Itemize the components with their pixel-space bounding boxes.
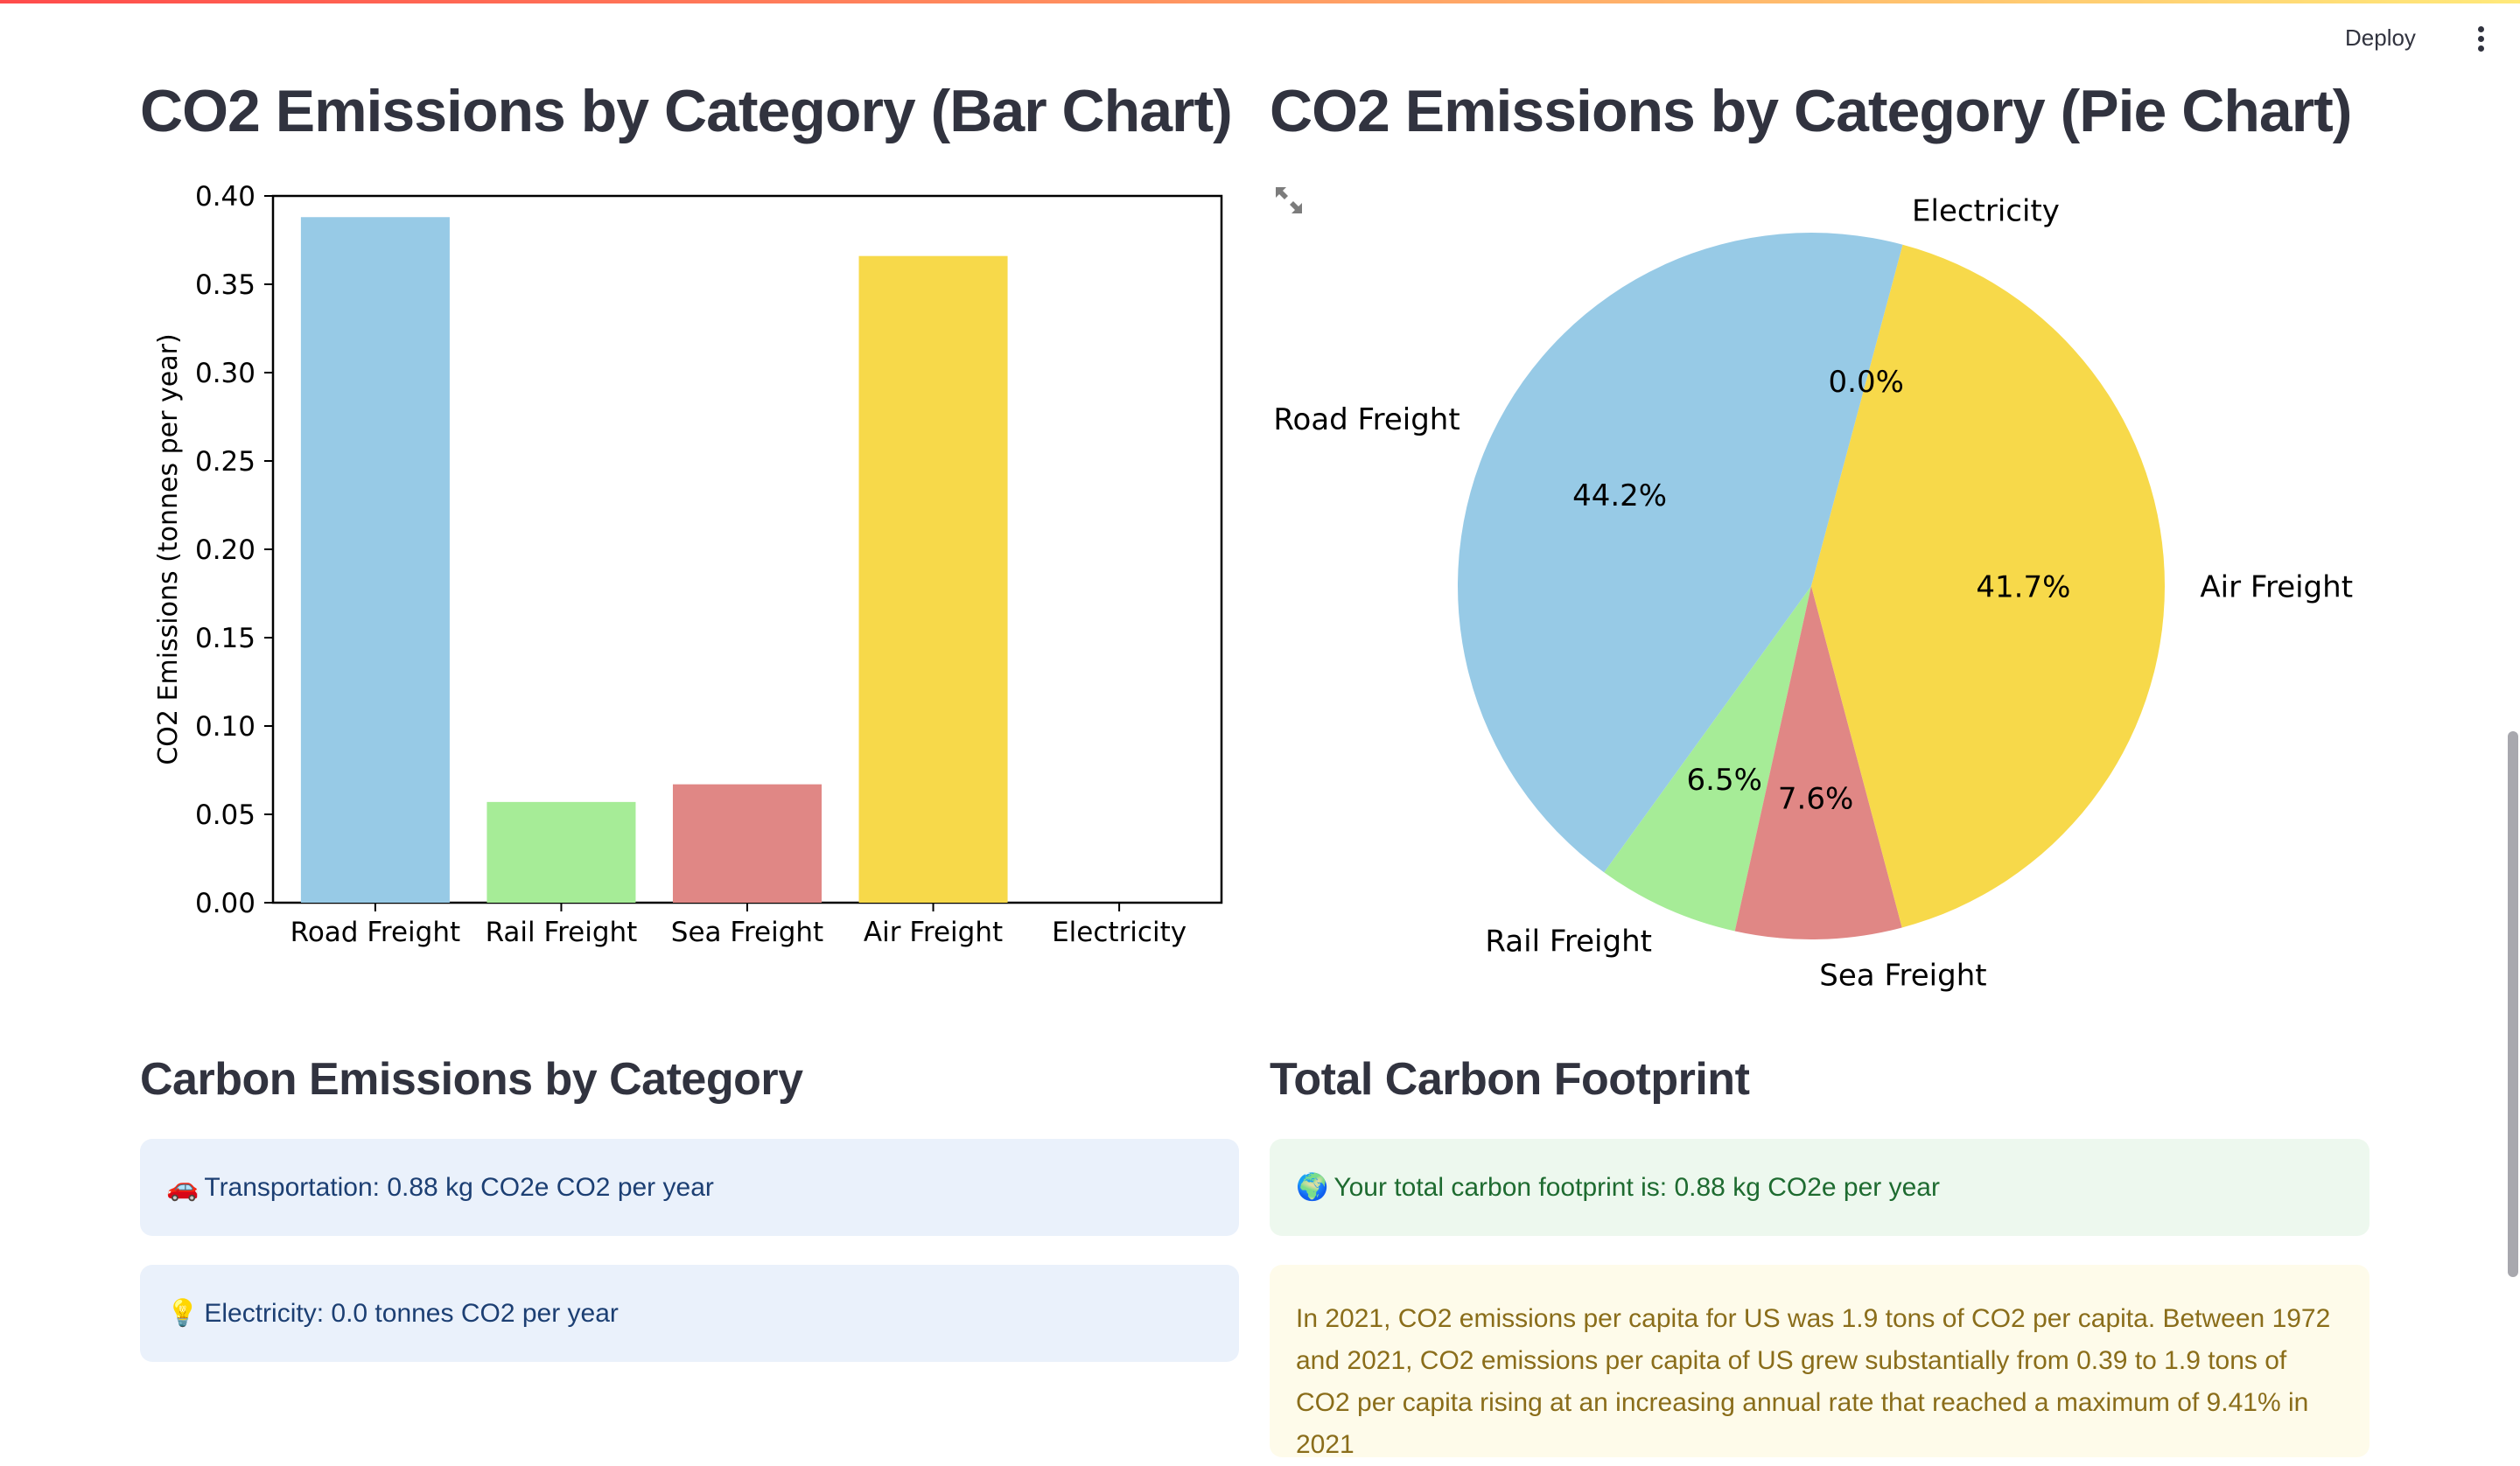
y-tick-label: 0.25	[195, 446, 256, 478]
pie-pct-label: 44.2%	[1572, 478, 1667, 513]
pie-slice-air-freight	[1811, 244, 2165, 928]
globe-icon: 🌍	[1296, 1173, 1329, 1202]
pie-pct-label: 0.0%	[1829, 365, 1904, 400]
transportation-text: Transportation: 0.88 kg CO2e CO2 per yea…	[204, 1172, 714, 1202]
pie-slice-rail-freight	[1604, 586, 1811, 932]
electricity-info-box: 💡 Electricity: 0.0 tonnes CO2 per year	[140, 1265, 1239, 1362]
pie-label-electricity: Electricity	[1912, 194, 2060, 229]
pie-slice-road-freight	[1458, 233, 1903, 873]
pie-pct-label: 41.7%	[1976, 569, 2070, 604]
x-tick-label: Sea Freight	[671, 917, 823, 948]
y-tick-label: 0.30	[195, 358, 256, 389]
pie-chart: 44.2% Road Freight 6.5% Rail Freight 7.6% Sea…	[1273, 194, 2353, 994]
pie-label-sea-freight: Sea Freight	[1819, 958, 1986, 993]
pie-slice-sea-freight	[1734, 586, 1902, 939]
y-tick-label: 0.35	[195, 269, 256, 301]
context-warning-box: In 2021, CO2 emissions per capita for US…	[1270, 1265, 2370, 1459]
y-tick-label: 0.20	[195, 534, 256, 566]
context-text: In 2021, CO2 emissions per capita for US…	[1296, 1304, 2331, 1459]
x-tick-label: Rail Freight	[486, 917, 638, 948]
bar-sea-freight	[672, 784, 822, 903]
total-footprint-heading: Total Carbon Footprint	[1270, 1054, 1750, 1105]
top-decoration-bar	[0, 0, 2520, 3]
x-tick-label: Road Freight	[290, 917, 460, 948]
bar-chart-title: CO2 Emissions by Category (Bar Chart)	[140, 78, 1233, 144]
pie-label-road-freight: Road Freight	[1273, 402, 1460, 437]
y-tick-label: 0.00	[195, 888, 256, 919]
pie-label-rail-freight: Rail Freight	[1485, 924, 1652, 959]
y-tick-label: 0.10	[195, 711, 256, 743]
pie-label-air-freight: Air Freight	[2200, 569, 2353, 604]
pie-chart-title: CO2 Emissions by Category (Pie Chart)	[1270, 78, 2352, 144]
page-scrollbar[interactable]	[2508, 731, 2518, 1277]
deploy-button[interactable]: Deploy	[2345, 24, 2416, 51]
bar-rail-freight	[486, 801, 636, 903]
bar-chart: 0.00 0.05 0.10 0.15 0.20 0.25 0.30 0.35 0.40 Road…	[153, 181, 1223, 948]
y-tick-label: 0.40	[195, 181, 256, 213]
car-icon: 🚗	[166, 1173, 200, 1202]
fullscreen-expand-icon[interactable]	[1274, 185, 1304, 215]
emissions-category-heading: Carbon Emissions by Category	[140, 1054, 803, 1105]
pie-pct-label: 6.5%	[1687, 763, 1762, 798]
more-vertical-icon[interactable]	[2476, 26, 2485, 54]
y-tick-label: 0.15	[195, 623, 256, 654]
bar-air-freight	[858, 255, 1008, 903]
y-tick-label: 0.05	[195, 799, 256, 831]
transportation-info-box: 🚗 Transportation: 0.88 kg CO2e CO2 per y…	[140, 1139, 1239, 1236]
electricity-text: Electricity: 0.0 tonnes CO2 per year	[204, 1298, 619, 1328]
lightbulb-icon: 💡	[166, 1299, 200, 1328]
pie-pct-label: 7.6%	[1778, 781, 1853, 816]
total-footprint-text: Your total carbon footprint is: 0.88 kg …	[1334, 1172, 1940, 1202]
bar-road-freight	[300, 217, 450, 904]
x-tick-label: Electricity	[1052, 917, 1186, 948]
x-tick-label: Air Freight	[864, 917, 1003, 948]
y-axis-label: CO2 Emissions (tonnes per year)	[153, 333, 184, 764]
total-footprint-box: 🌍 Your total carbon footprint is: 0.88 k…	[1270, 1139, 2370, 1236]
